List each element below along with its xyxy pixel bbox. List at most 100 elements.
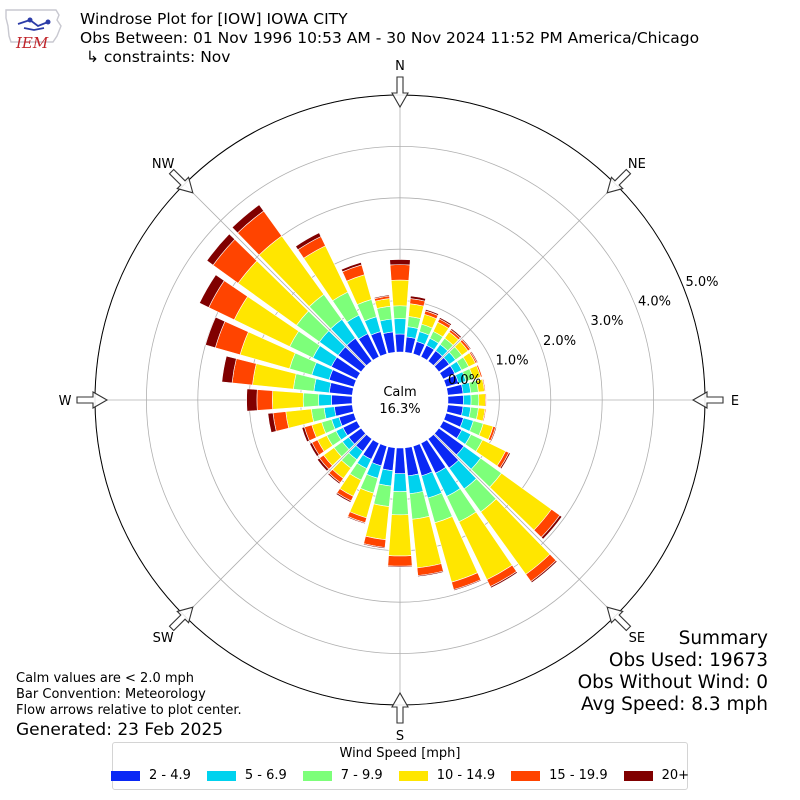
radial-tick-label: 5.0%: [685, 275, 718, 290]
windrose-bar-segment: [387, 565, 413, 568]
windrose-bar-segment: [373, 483, 392, 507]
windrose-bar-segment: [373, 294, 390, 300]
windrose-bar-segment: [378, 468, 394, 487]
windrose-bar-segment: [389, 259, 411, 266]
windrose-bar-segment: [483, 378, 487, 392]
legend: Wind Speed [mph] 2 - 4.9 5 - 6.9 7 - 9.9 10…: [110, 742, 690, 790]
radial-tick-label: 2.0%: [543, 334, 576, 349]
windrose-bar-segment: [316, 457, 330, 472]
windrose-bar-segment: [393, 318, 407, 335]
windrose-bar-segment: [295, 232, 322, 251]
legend-label: 7 - 9.9: [340, 768, 383, 783]
legend-swatch: [206, 770, 236, 781]
obs-without-wind: Obs Without Wind: 0: [577, 672, 768, 693]
flow-arrow-icon: [76, 391, 109, 409]
windrose-bar-segment: [335, 492, 352, 503]
legend-label: 15 - 19.9: [549, 768, 608, 783]
legend-item: 10 - 14.9: [398, 768, 495, 783]
radial-tick-label: 0.0%: [448, 373, 481, 388]
legend-title: Wind Speed [mph]: [339, 746, 461, 761]
windrose-bar-segment: [376, 305, 393, 322]
windrose-bar-segment: [231, 204, 265, 234]
direction-label: SE: [629, 631, 645, 646]
avg-speed: Avg Speed: 8.3 mph: [580, 694, 768, 715]
windrose-bar-segment: [267, 412, 277, 433]
windrose-bar-segment: [272, 390, 304, 410]
windrose-bar-segment: [205, 316, 226, 349]
direction-label: W: [59, 394, 72, 409]
windrose-bar-segment: [206, 233, 236, 266]
windrose-bar-segment: [461, 338, 472, 350]
windrose-bar-segment: [387, 555, 413, 567]
flow-arrow-icon: [168, 606, 194, 632]
windrose-bar-segment: [462, 394, 472, 406]
windrose-bar-segment: [327, 472, 341, 485]
windrose-bar-segment: [246, 388, 258, 412]
flow-arrow-icon: [391, 691, 409, 724]
legend-item: 20+: [623, 768, 690, 783]
bar-convention-note: Bar Convention: Meteorology: [16, 687, 206, 702]
flow-arrows: [76, 76, 724, 724]
summary-box: Summary Obs Used: 19673 Obs Without Wind…: [578, 628, 768, 716]
windrose-bar-segment: [447, 395, 464, 405]
windrose-bar-segment: [302, 392, 320, 408]
windrose-bar-segment: [530, 560, 558, 584]
legend-item: 5 - 6.9: [206, 768, 287, 783]
constraints-label: ↳ constraints: Nov: [86, 48, 231, 66]
windrose-bar-segment: [311, 407, 327, 423]
calm-value: 16.3%: [379, 402, 420, 417]
windrose-bar-segment: [483, 408, 487, 422]
flow-arrows-note: Flow arrows relative to plot center.: [16, 703, 242, 718]
windrose-bar-segment: [313, 378, 332, 394]
windrose-bar-segment: [301, 426, 310, 443]
windrose-bar-segment: [318, 393, 332, 407]
legend-swatch: [623, 770, 653, 781]
windrose-bar-segment: [417, 570, 444, 577]
logo-text: IEM: [16, 34, 49, 52]
grid-spoke: [433, 184, 616, 367]
radial-tick-label: 1.0%: [496, 353, 529, 368]
legend-label: 20+: [661, 768, 690, 783]
legend-items: 2 - 4.9 5 - 6.9 7 - 9.9 10 - 14.9 15 - 19.9 2…: [110, 768, 690, 783]
windrose-bar-segment: [470, 350, 479, 364]
windrose-bar-segment: [407, 473, 424, 495]
windrose-bar-segment: [394, 447, 406, 474]
windrose-bar-segment: [346, 516, 366, 525]
windrose-bar-segment: [394, 333, 406, 353]
flow-arrow-icon: [606, 168, 632, 194]
chart-title: Windrose Plot for [IOW] IOWA CITY: [80, 10, 348, 28]
flow-arrow-icon: [691, 391, 724, 409]
legend-label: 5 - 6.9: [244, 768, 287, 783]
legend-item: 2 - 4.9: [110, 768, 191, 783]
windrose-bar-segment: [221, 355, 237, 384]
legend-swatch: [511, 770, 541, 781]
windrose-bar-segment: [470, 393, 480, 407]
windrose-bar-segment: [485, 393, 488, 407]
windrose-bar-segment: [379, 318, 394, 334]
direction-label: E: [731, 394, 739, 409]
windrose-bar-segment: [392, 305, 408, 320]
windrose-bar-segment: [392, 473, 408, 492]
windrose-bar-segment: [477, 364, 484, 378]
legend-item: 15 - 19.9: [511, 768, 608, 783]
calm-label: Calm: [383, 385, 416, 400]
windrose-bar-segment: [438, 317, 452, 326]
windrose-bar-segment: [340, 261, 363, 273]
legend-swatch: [110, 770, 140, 781]
windrose-bar-segment: [199, 274, 225, 308]
flow-arrow-icon: [606, 606, 632, 632]
windrose-bar-segment: [406, 326, 419, 339]
windrose-bar-segment: [478, 393, 486, 407]
windrose-bar-segment: [293, 373, 317, 392]
windrose-bar-segment: [453, 579, 482, 591]
windrose-bar-segment: [285, 408, 314, 429]
windrose-bars: [199, 204, 563, 591]
direction-label: NE: [628, 157, 646, 172]
polar-labels: Calm 16.3% 0.0% 1.0% 2.0% 3.0% 4.0% 5.0% N NE E SE S…: [59, 59, 740, 744]
grid-spoke: [184, 184, 367, 367]
windrose-bar-segment: [490, 426, 498, 442]
windrose-bar-segment: [309, 442, 320, 457]
grid-spoke: [184, 433, 367, 616]
grid-spoke: [433, 433, 616, 616]
